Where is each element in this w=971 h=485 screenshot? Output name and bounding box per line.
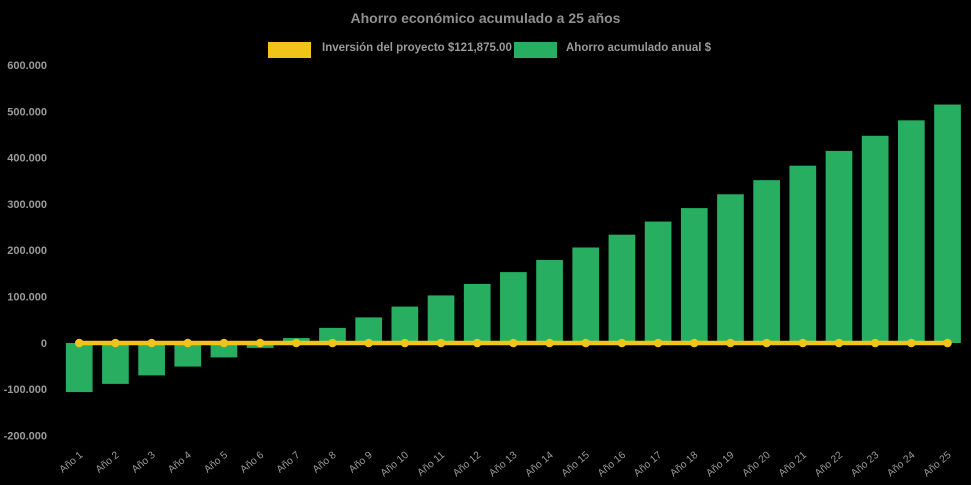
svg-text:Año 17: Año 17 xyxy=(632,450,664,480)
svg-text:Año 12: Año 12 xyxy=(451,450,483,480)
svg-text:Año 9: Año 9 xyxy=(347,450,375,476)
svg-text:Año 5: Año 5 xyxy=(202,450,230,476)
svg-text:Año 20: Año 20 xyxy=(741,450,773,480)
svg-text:Año 6: Año 6 xyxy=(239,450,267,476)
svg-text:Año 16: Año 16 xyxy=(596,450,628,480)
svg-text:Año 11: Año 11 xyxy=(416,450,448,479)
svg-text:Año 15: Año 15 xyxy=(560,450,592,480)
svg-text:200.000: 200.000 xyxy=(7,245,47,257)
svg-text:300.000: 300.000 xyxy=(7,199,47,211)
svg-text:Año 19: Año 19 xyxy=(704,450,736,480)
svg-text:Año 25: Año 25 xyxy=(922,450,954,480)
svg-text:Año 14: Año 14 xyxy=(524,450,556,480)
svg-text:100.000: 100.000 xyxy=(7,292,47,304)
svg-text:Año 3: Año 3 xyxy=(130,450,158,476)
svg-text:Año 23: Año 23 xyxy=(849,450,881,480)
svg-text:400.000: 400.000 xyxy=(7,153,47,165)
svg-text:Año 7: Año 7 xyxy=(275,450,303,476)
svg-text:-200.000: -200.000 xyxy=(4,430,47,442)
svg-text:Año 22: Año 22 xyxy=(813,450,845,480)
svg-text:Año 24: Año 24 xyxy=(885,450,917,480)
svg-text:Año 2: Año 2 xyxy=(94,450,122,476)
svg-text:Año 4: Año 4 xyxy=(166,450,194,476)
svg-text:600.000: 600.000 xyxy=(7,60,47,72)
svg-text:Año 13: Año 13 xyxy=(487,450,519,480)
svg-text:Año 1: Año 1 xyxy=(58,450,86,476)
svg-text:Año 10: Año 10 xyxy=(379,450,411,480)
svg-text:500.000: 500.000 xyxy=(7,106,47,118)
svg-text:Año 18: Año 18 xyxy=(668,450,700,480)
svg-text:0: 0 xyxy=(41,338,47,350)
svg-text:Año 8: Año 8 xyxy=(311,450,339,476)
svg-text:Año 21: Año 21 xyxy=(777,450,809,480)
svg-text:-100.000: -100.000 xyxy=(4,384,47,396)
